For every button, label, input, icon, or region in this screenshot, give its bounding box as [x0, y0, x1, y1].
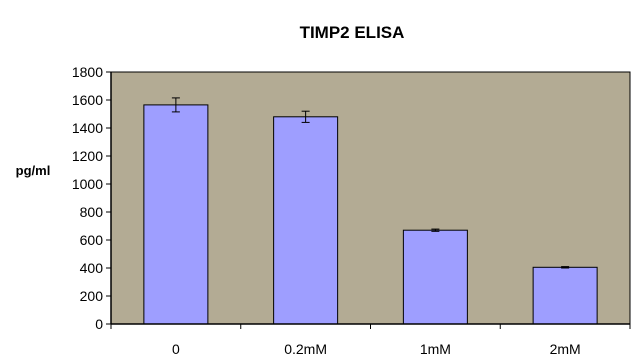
y-tick-label: 1800 — [72, 64, 103, 80]
x-tick-label: 0 — [172, 341, 180, 354]
y-tick-label: 1000 — [72, 176, 103, 192]
error-bar-2mM — [561, 266, 570, 269]
y-axis-label: pg/ml — [16, 163, 51, 178]
x-tick-label: 0,2mM — [284, 341, 327, 354]
error-bar-0 — [171, 97, 180, 113]
y-tick-label: 0 — [95, 316, 103, 332]
bar-1mM — [402, 229, 468, 325]
bar-0,2mM — [273, 116, 339, 325]
y-tick-label: 400 — [80, 260, 104, 276]
x-tick-label: 1mM — [420, 341, 451, 354]
error-bar-1mM — [431, 228, 440, 232]
bar-2mM — [532, 266, 598, 325]
error-bars-group — [171, 97, 570, 269]
y-tick-label: 200 — [80, 288, 104, 304]
bar-0 — [143, 104, 209, 325]
y-tick-label: 600 — [80, 232, 104, 248]
y-tick-label: 1200 — [72, 148, 103, 164]
y-tick-label: 800 — [80, 204, 104, 220]
y-axis: 0 200 400 600 800 1000 1200 1400 1600 1800 — [72, 64, 112, 332]
x-axis: 0 0,2mM 1mM 2mM — [110, 323, 631, 354]
chart-title: TIMP2 ELISA — [300, 23, 405, 42]
x-tick-label: 2mM — [550, 341, 581, 354]
y-tick-label: 1400 — [72, 120, 103, 136]
y-tick-label: 1600 — [72, 92, 103, 108]
error-bar-0,2mM — [301, 110, 310, 123]
